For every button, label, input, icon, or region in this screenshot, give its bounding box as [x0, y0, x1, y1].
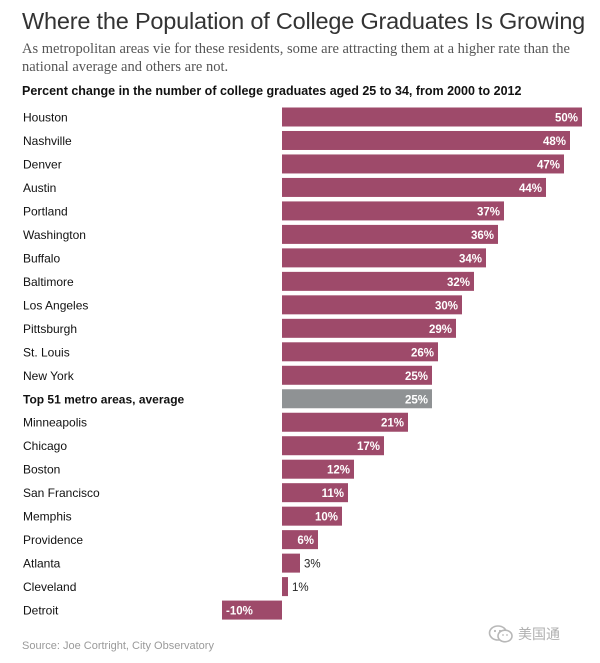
bar-row: Memphis 10% — [23, 506, 342, 526]
bar-row: Denver 47% — [23, 154, 564, 174]
data-bar — [282, 318, 456, 338]
value-label: 25% — [405, 394, 428, 406]
value-label: 34% — [459, 253, 482, 265]
category-label: Austin — [23, 181, 56, 195]
category-label: Buffalo — [23, 251, 60, 265]
average-bar — [282, 389, 432, 409]
value-label: 10% — [315, 512, 338, 524]
data-bar — [282, 271, 474, 291]
bar-row: Boston 12% — [23, 459, 354, 479]
bar-row: Minneapolis 21% — [23, 412, 408, 432]
category-label: Top 51 metro areas, average — [23, 392, 185, 406]
category-label: Memphis — [23, 510, 72, 524]
page-subtitle: As metropolitan areas vie for these resi… — [22, 41, 570, 75]
watermark-text: 美国通 — [518, 627, 560, 643]
bar-row: St. Louis 26% — [23, 342, 438, 362]
category-label: Pittsburgh — [23, 322, 77, 336]
bar-row: Providence 6% — [23, 530, 318, 550]
value-label: -10% — [226, 606, 253, 618]
data-bar — [282, 436, 384, 456]
value-label: 47% — [537, 159, 560, 171]
value-label: 29% — [429, 324, 452, 336]
bar-row: San Francisco 11% — [23, 483, 348, 503]
category-label: Cleveland — [23, 580, 76, 594]
data-bar — [282, 483, 348, 503]
bar-row: Baltimore 32% — [23, 271, 474, 291]
value-label: 37% — [477, 206, 500, 218]
data-bar — [282, 130, 570, 150]
value-label: 21% — [381, 418, 404, 430]
data-bar — [282, 224, 498, 244]
category-label: Detroit — [23, 604, 59, 618]
category-label: Houston — [23, 111, 68, 125]
value-label: 50% — [555, 113, 578, 125]
value-label: 17% — [357, 441, 380, 453]
data-bar — [282, 365, 432, 385]
bar-row: Nashville 48% — [23, 130, 570, 150]
value-label: 36% — [471, 230, 494, 242]
bar-row: Detroit -10% — [23, 600, 282, 620]
data-bar — [282, 577, 288, 597]
category-label: Atlanta — [23, 557, 61, 571]
category-label: New York — [23, 369, 75, 383]
category-label: Los Angeles — [23, 298, 88, 312]
category-label: Washington — [23, 228, 86, 242]
data-bar — [282, 342, 438, 362]
value-label: 3% — [304, 559, 321, 571]
data-bar — [282, 107, 582, 127]
category-label: San Francisco — [23, 486, 100, 500]
bar-row: Chicago 17% — [23, 436, 384, 456]
bar-row: Austin 44% — [23, 177, 546, 197]
source-note: Source: Joe Cortright, City Observatory — [22, 640, 214, 652]
bar-row: Los Angeles 30% — [23, 295, 462, 315]
value-label: 1% — [292, 582, 309, 594]
bar-row: Washington 36% — [23, 224, 498, 244]
chart-title: Percent change in the number of college … — [22, 84, 522, 98]
bar-row: Buffalo 34% — [23, 248, 486, 268]
category-label: Nashville — [23, 134, 72, 148]
bar-row: Houston 50% — [23, 107, 582, 127]
bar-row: Top 51 metro areas, average 25% — [23, 389, 432, 409]
bar-row: Portland 37% — [23, 201, 504, 221]
category-label: Portland — [23, 204, 68, 218]
data-bar — [282, 295, 462, 315]
category-label: Boston — [23, 463, 60, 477]
data-bar — [282, 412, 408, 432]
data-bar — [282, 459, 354, 479]
data-bar — [282, 201, 504, 221]
watermark: 美国通 — [488, 624, 560, 644]
category-label: Baltimore — [23, 275, 74, 289]
category-label: Providence — [23, 533, 83, 547]
data-bar — [282, 506, 342, 526]
value-label: 25% — [405, 371, 428, 383]
data-bar — [282, 248, 486, 268]
bar-row: New York 25% — [23, 365, 432, 385]
data-bar — [222, 600, 282, 620]
value-label: 30% — [435, 300, 458, 312]
data-bar — [282, 177, 546, 197]
value-label: 44% — [519, 183, 542, 195]
category-label: Chicago — [23, 439, 67, 453]
value-label: 11% — [322, 488, 344, 500]
data-bar — [282, 154, 564, 174]
data-bar — [282, 553, 300, 573]
bar-row: Atlanta 3% — [23, 553, 321, 573]
value-label: 12% — [327, 465, 350, 477]
bar-row: Pittsburgh 29% — [23, 318, 456, 338]
category-label: Denver — [23, 157, 62, 171]
data-bar — [282, 530, 318, 550]
category-label: Minneapolis — [23, 416, 87, 430]
value-label: 26% — [411, 347, 434, 359]
value-label: 48% — [543, 136, 566, 148]
bar-row: Cleveland 1% — [23, 577, 309, 597]
page-title: Where the Population of College Graduate… — [22, 8, 586, 34]
category-label: St. Louis — [23, 345, 70, 359]
value-label: 6% — [297, 535, 314, 547]
value-label: 32% — [447, 277, 470, 289]
wechat-icon — [488, 625, 513, 643]
